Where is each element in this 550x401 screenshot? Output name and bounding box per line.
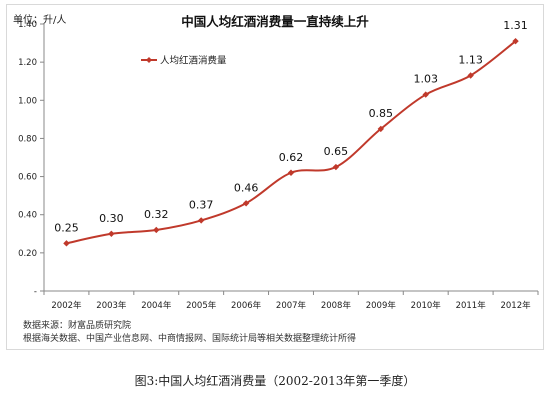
y-tick-label: 0.80 <box>18 134 37 144</box>
data-label: 0.37 <box>189 198 214 211</box>
data-point-marker <box>422 91 429 98</box>
data-point-marker <box>287 169 295 176</box>
data-point-marker <box>108 230 115 237</box>
x-tick-label: 2007年 <box>276 300 307 311</box>
data-point-marker <box>197 217 205 224</box>
data-label: 0.65 <box>324 145 349 158</box>
x-tick-label: 2004年 <box>141 300 172 311</box>
data-point-marker <box>153 226 160 234</box>
legend-marker <box>146 57 152 63</box>
x-tick-label: 2012年 <box>500 300 531 311</box>
data-label: 0.32 <box>144 208 169 221</box>
data-source-line: 数据来源：财富品质研究院 <box>23 321 132 331</box>
data-label: 1.03 <box>413 73 438 86</box>
x-tick-label: 2009年 <box>366 300 397 311</box>
data-source-note: 根据海关数据、中国产业信息网、中商情报网、国际统计局等相关数据整理统计所得 <box>23 334 357 344</box>
y-tick-label: 1.00 <box>18 96 37 106</box>
data-point-marker <box>332 163 340 171</box>
x-tick-label: 2005年 <box>186 300 217 311</box>
y-tick-label: 1.20 <box>18 58 37 68</box>
data-label: 0.25 <box>54 221 79 234</box>
legend-label: 人均红酒消费量 <box>160 55 227 67</box>
data-point-marker <box>512 37 519 45</box>
data-label: 0.62 <box>279 151 304 164</box>
x-tick-label: 2011年 <box>456 300 487 311</box>
x-tick-label: 2002年 <box>51 300 82 311</box>
data-point-marker <box>377 125 385 133</box>
figure-caption: 图3:中国人均红酒消费量（2002-2013年第一季度） <box>134 374 416 388</box>
series-line <box>66 40 517 245</box>
x-tick-label: 2010年 <box>411 300 442 311</box>
data-label: 0.46 <box>234 181 259 194</box>
data-point-marker <box>63 240 70 247</box>
chart-title: 中国人均红酒消费量一直持续上升 <box>181 14 369 29</box>
x-tick-label: 2008年 <box>321 300 352 311</box>
y-tick-label: 1.40 <box>18 20 37 30</box>
unit-label: 单位：升/人 <box>13 15 67 26</box>
chart-frame <box>6 4 544 350</box>
data-label: 1.31 <box>503 19 528 32</box>
data-label: 1.13 <box>458 53 483 66</box>
y-tick-label: 0.20 <box>18 249 37 259</box>
x-tick-label: 2006年 <box>231 300 262 311</box>
data-point-marker <box>242 200 250 207</box>
data-label: 0.85 <box>369 107 394 120</box>
y-tick-label: 0.40 <box>18 211 37 221</box>
y-tick-label: 0.60 <box>18 173 37 183</box>
y-tick-label: - <box>34 287 37 297</box>
x-tick-label: 2003年 <box>96 300 127 311</box>
data-point-marker <box>467 72 474 79</box>
data-label: 0.30 <box>99 212 124 225</box>
